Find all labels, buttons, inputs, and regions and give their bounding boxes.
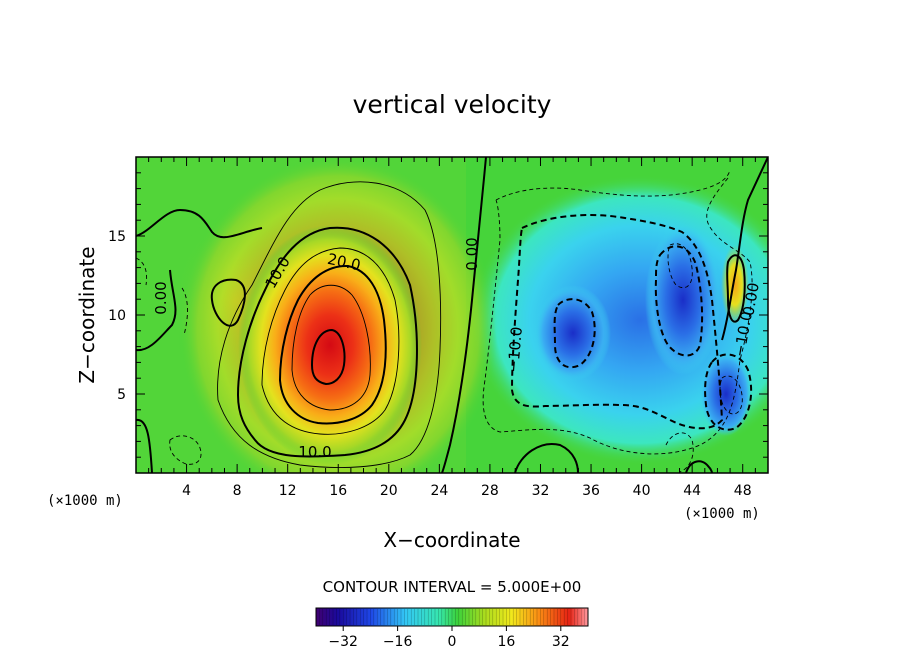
updraft-core [238,225,422,465]
x-tick-label: 32 [532,483,550,499]
downdraft-core-c [700,352,752,436]
contour-pos-20 [278,264,387,425]
contour-pos-10 [236,226,418,458]
y-tick-label: 10 [108,308,126,324]
x-tick-label: 28 [481,483,499,499]
y-tick-label: 15 [108,229,126,245]
contour-neg-15-b [654,245,704,357]
contour-neg-15-a [553,298,596,369]
contour-neg-5-bottom-left [169,435,202,465]
contour-zero-left [136,208,263,239]
contour-label: 10.0 [298,443,331,461]
x-unit-right: (×1000 m) [684,506,760,522]
x-tick-label: 4 [182,483,191,499]
colorbar-tick-label: −16 [383,634,413,650]
x-axis: 4 8 12 16 20 24 28 32 36 40 44 48 [148,157,756,499]
contour-neg-5-left [136,257,188,336]
contour-pos-25 [291,284,371,411]
contour-zero-center [441,157,487,473]
colorbar-ticks: −32 −16 0 16 32 [328,626,570,650]
x-tick-label: 48 [734,483,752,499]
x-unit-left: (×1000 m) [47,493,123,509]
contour-zero-left-lower [136,269,177,352]
x-axis-label: X−coordinate [383,528,520,552]
x-tick-label: 8 [233,483,242,499]
x-tick-label: 24 [430,483,448,499]
x-tick-label: 44 [683,483,701,499]
x-tick-label: 16 [329,483,347,499]
contour-label: 0.00 [463,237,481,270]
contour-label: −10.0 [504,326,526,373]
contour-neg-25-c [719,375,743,415]
contour-neg-10 [510,214,724,430]
contour-neg-5-outer [482,169,753,455]
contour-pos-right [726,254,746,323]
downdraft-core-a [535,285,611,381]
x-tick-label: 12 [279,483,297,499]
contour-zero-bottom-mid [514,443,579,473]
colorbar-stripes [319,609,585,625]
contour-lines [136,157,768,473]
contour-neg-15-c [704,353,753,431]
colorbar: −32 −16 0 16 32 [315,607,589,650]
downdraft-field-right [470,175,768,465]
colorbar-tick-label: −32 [328,634,358,650]
contour-pos-5 [217,181,442,468]
x-tick-label: 20 [380,483,398,499]
y-axis: 5 10 15 [108,172,768,458]
contour-field [136,157,768,473]
contour-pos-30 [310,328,346,386]
colorbar-tick-label: 16 [497,634,515,650]
contour-interval: CONTOUR INTERVAL = 5.000E+00 [323,578,582,596]
y-tick-label: 5 [117,387,126,403]
x-tick-label: 36 [582,483,600,499]
contour-zero-bottom-left [136,418,153,473]
y-axis-label: Z−coordinate [75,246,99,383]
contour-label: 0.00 [739,281,763,317]
contour-pos-15 [261,247,400,435]
x-tick-label: 40 [633,483,651,499]
colorbar-tick-label: 32 [552,634,570,650]
colorbar-tick-label: 0 [448,634,457,650]
chart-title: vertical velocity [353,90,552,119]
contour-label: 0.00 [152,281,170,314]
contour-neg-20-b [667,243,693,289]
